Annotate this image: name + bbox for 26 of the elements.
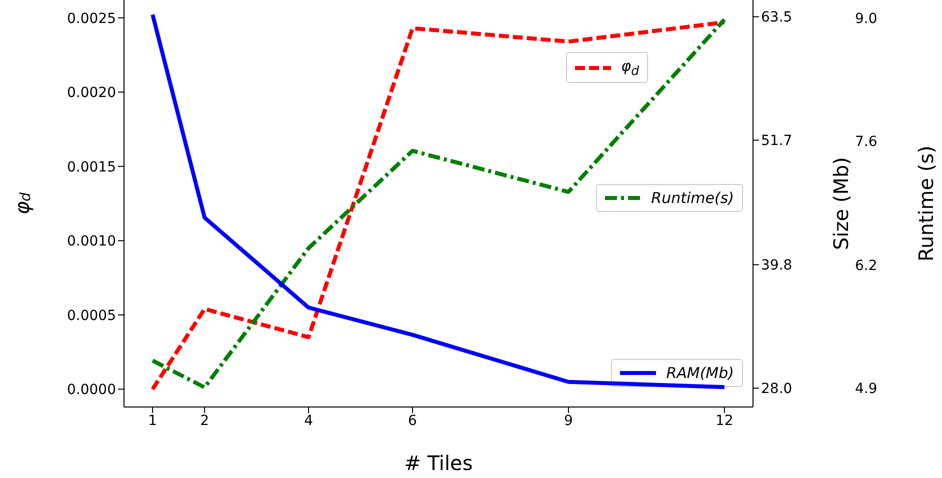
y-tick-label: 0.0025 (67, 10, 116, 27)
y-tick-label: 0.0020 (67, 85, 116, 102)
legend-label: φ$_{d}$ (621, 57, 639, 78)
x-tick-label: 9 (564, 412, 573, 429)
y-tick-label: 0.0005 (67, 308, 116, 324)
y-tick-label: 0.0000 (67, 382, 116, 398)
x-axis-title: # Tiles (404, 451, 473, 475)
legend-label: RAM(Mb) (666, 364, 734, 382)
x-tick-label: 4 (304, 412, 314, 429)
y3-tick-label: 9.0 (855, 10, 878, 27)
y2-axis-title: Size (Mb) (829, 157, 854, 250)
y3-tick-label: 7.6 (855, 134, 878, 150)
y2-tick-label: 39.8 (761, 258, 792, 274)
y2-tick-label: 28.0 (761, 381, 792, 398)
y-tick-label: 0.0010 (67, 234, 116, 250)
y3-tick-label: 4.9 (855, 381, 878, 398)
legend-label: Runtime(s) (651, 188, 734, 206)
y-tick-label: 0.0015 (67, 159, 116, 176)
y3-axis-title: Runtime (s) (914, 146, 938, 262)
x-tick-label: 12 (715, 412, 734, 429)
y2-tick-label: 51.7 (761, 133, 792, 150)
x-tick-label: 6 (408, 412, 418, 429)
x-tick-label: 1 (148, 412, 158, 429)
x-tick-label: 2 (200, 412, 210, 429)
y3-tick-label: 6.2 (855, 258, 878, 274)
y2-tick-label: 63.5 (761, 10, 792, 26)
